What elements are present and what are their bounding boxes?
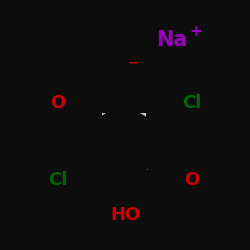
Text: Cl: Cl	[48, 171, 68, 189]
Text: +: +	[190, 24, 202, 40]
Text: Cl: Cl	[182, 94, 202, 112]
Text: O: O	[118, 59, 132, 77]
Text: −: −	[128, 56, 138, 70]
Text: O⁻: O⁻	[112, 59, 138, 77]
Text: Na: Na	[156, 30, 188, 50]
Text: O: O	[50, 94, 66, 112]
Text: HO: HO	[110, 206, 140, 224]
Text: O: O	[184, 171, 200, 189]
